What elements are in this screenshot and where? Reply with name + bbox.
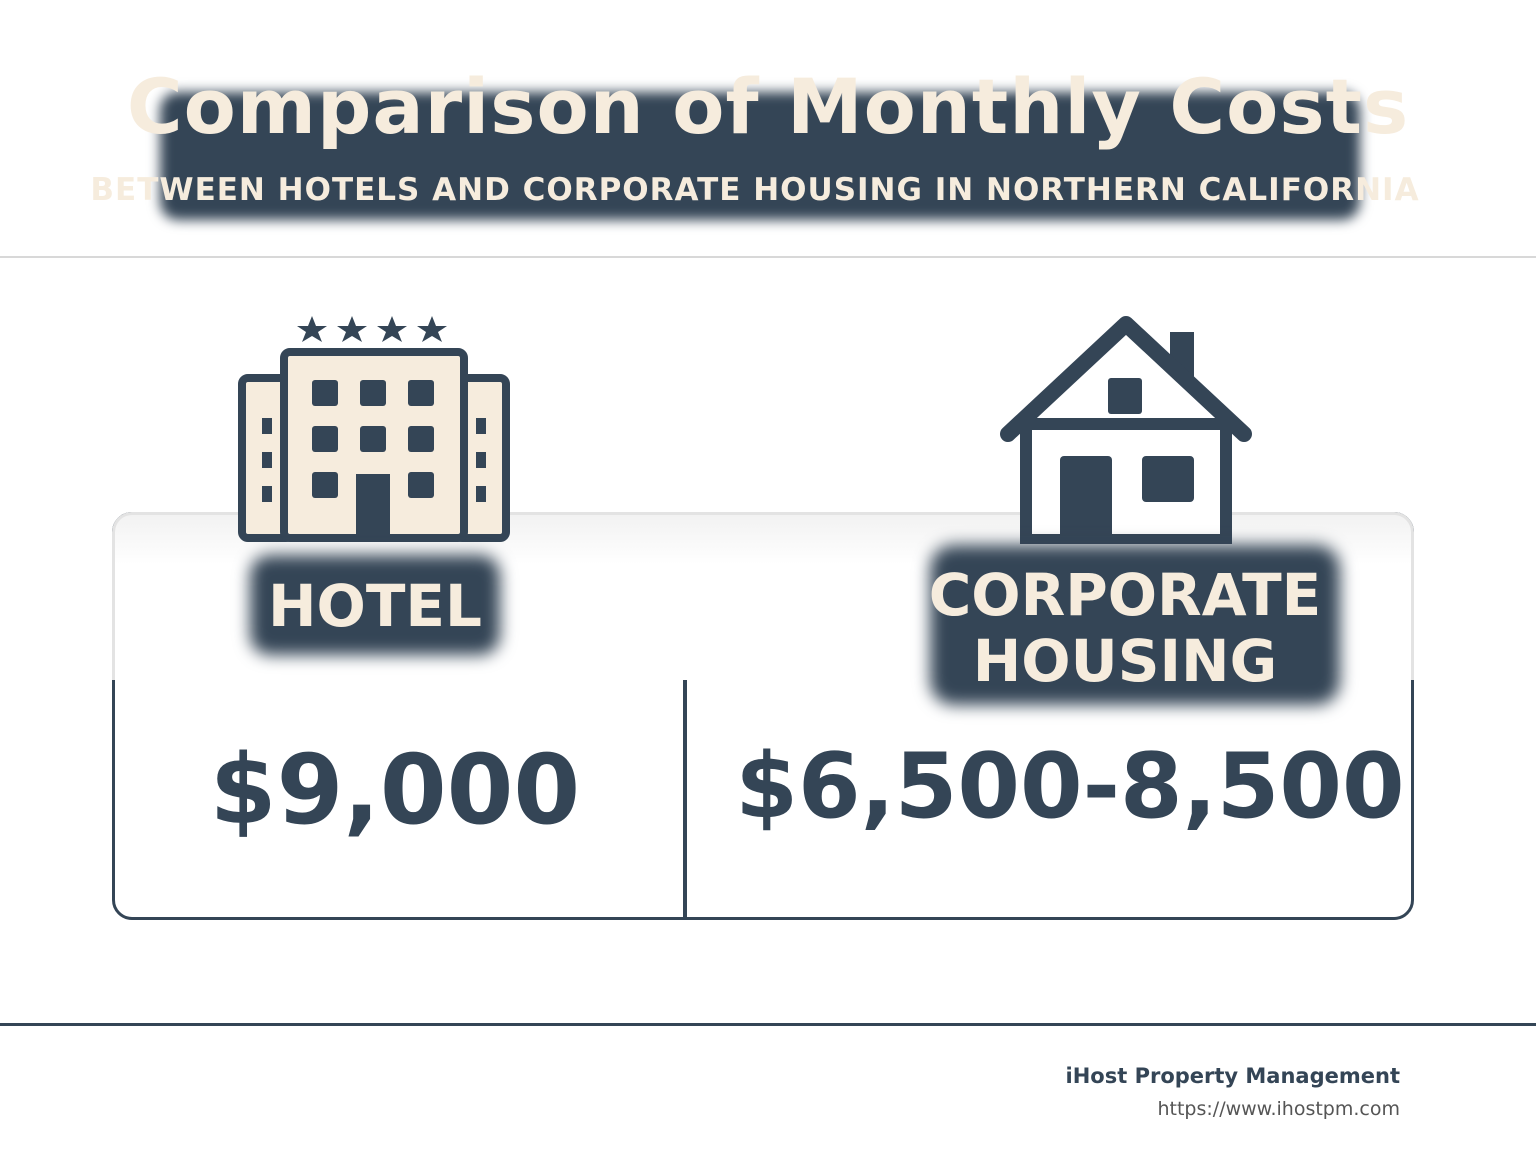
bottom-divider [0,1023,1536,1026]
corporate-housing-label: CORPORATE HOUSING [900,562,1350,694]
corporate-housing-label-line2: HOUSING [972,627,1278,695]
hotel-price: $9,000 [209,734,581,846]
top-divider [0,256,1536,258]
brand-url: https://www.ihostpm.com [1157,1098,1400,1120]
title-backdrop [160,92,1360,220]
brand-name: iHost Property Management [1065,1064,1400,1088]
hotel-label-backdrop [250,555,500,655]
hotel-icon [238,316,510,542]
hotel-label: HOTEL [268,572,482,640]
house-icon [1000,316,1252,544]
card-column-divider [683,680,687,920]
housing-label-backdrop [930,545,1340,705]
page-title: Comparison of Monthly Costs [126,62,1410,151]
page-subtitle: BETWEEN HOTELS AND CORPORATE HOUSING IN … [90,172,1420,208]
corporate-housing-price: $6,500-8,500 [735,734,1405,839]
corporate-housing-label-line1: CORPORATE [928,561,1322,629]
